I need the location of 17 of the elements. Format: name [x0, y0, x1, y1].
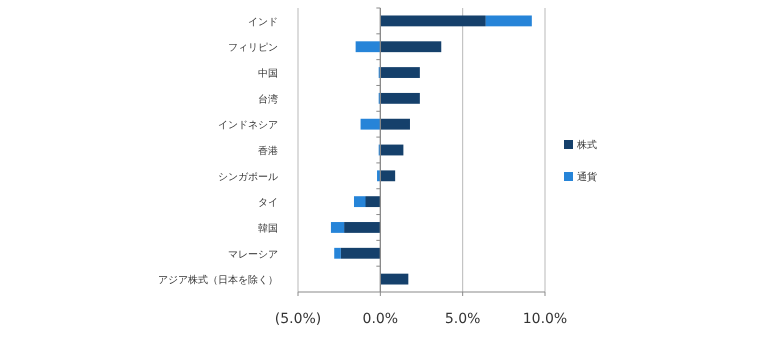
y-tick-label: 韓国	[258, 222, 278, 234]
legend-label: 株式	[576, 139, 597, 151]
y-tick-label: インド	[248, 16, 278, 28]
y-tick-label: 中国	[258, 68, 278, 80]
x-tick-label: 5.0%	[444, 311, 480, 327]
y-tick-label: タイ	[258, 198, 278, 209]
y-tick-label: シンガポール	[218, 172, 278, 183]
y-tick-label: 香港	[258, 145, 278, 157]
y-tick-label: インドネシア	[218, 120, 278, 132]
x-tick-label: 10.0%	[522, 311, 568, 327]
legend-label: 通貨	[577, 171, 597, 183]
y-tick-label: フィリピン	[228, 42, 278, 54]
y-tick-label: マレーシア	[228, 249, 278, 260]
x-tick-label: (5.0%)	[274, 311, 322, 327]
x-tick-label: 0.0%	[362, 311, 398, 327]
y-tick-label: アジア株式（日本を除く）	[158, 274, 278, 286]
y-tick-label: 台湾	[258, 93, 278, 106]
